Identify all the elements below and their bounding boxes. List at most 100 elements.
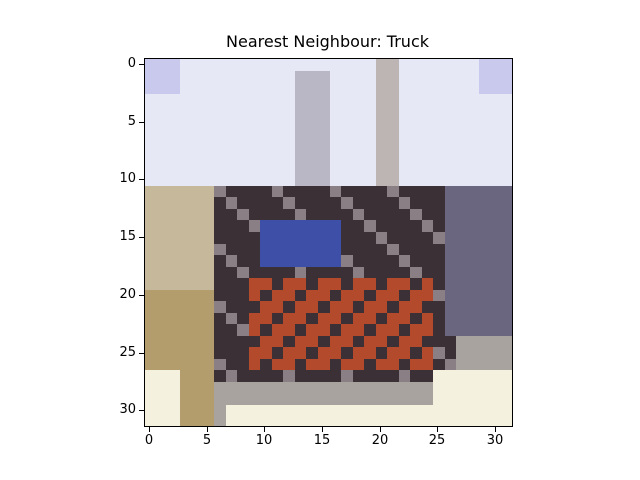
image-pixel (202, 162, 215, 175)
image-pixel (283, 70, 296, 83)
image-pixel (421, 59, 434, 72)
image-pixel (168, 208, 181, 222)
image-pixel (444, 105, 457, 118)
image-pixel (410, 197, 423, 210)
image-pixel (502, 301, 512, 314)
image-pixel (237, 82, 250, 95)
image-pixel (341, 243, 354, 256)
image-pixel (283, 358, 296, 371)
image-pixel (191, 116, 204, 129)
image-pixel (341, 128, 354, 141)
image-pixel (398, 174, 411, 187)
image-pixel (248, 370, 261, 383)
image-pixel (283, 289, 296, 302)
image-pixel (168, 255, 181, 268)
image-pixel (225, 208, 238, 222)
y-tick-label: 0 (127, 56, 136, 71)
image-pixel (283, 174, 296, 187)
image-pixel (364, 393, 377, 406)
image-pixel (490, 358, 504, 371)
image-pixel (179, 358, 192, 371)
image-pixel (294, 231, 308, 245)
y-tick-label: 25 (119, 345, 136, 360)
image-pixel (410, 335, 423, 348)
image-pixel (202, 289, 215, 302)
image-pixel (214, 128, 227, 141)
image-pixel (225, 381, 238, 394)
image-pixel (490, 139, 504, 152)
image-pixel (260, 324, 273, 337)
image-pixel (156, 220, 169, 233)
image-pixel (260, 312, 273, 325)
image-pixel (467, 185, 480, 198)
image-pixel (341, 82, 354, 95)
image-pixel (341, 404, 354, 418)
image-pixel (490, 266, 504, 279)
image-pixel (341, 174, 354, 187)
image-pixel (352, 266, 365, 279)
image-pixel (375, 358, 388, 371)
image-pixel (502, 185, 512, 198)
image-pixel (479, 278, 492, 291)
image-pixel (433, 278, 446, 291)
image-pixel (156, 185, 169, 198)
image-pixel (317, 289, 331, 302)
image-pixel (433, 93, 446, 106)
image-pixel (467, 208, 480, 222)
image-pixel (260, 208, 273, 222)
image-pixel (433, 231, 446, 245)
image-pixel (260, 278, 273, 291)
image-pixel (145, 243, 158, 256)
y-tick-mark (139, 179, 144, 180)
image-pixel (433, 312, 446, 325)
image-pixel (421, 116, 434, 129)
image-pixel (421, 93, 434, 106)
image-pixel (225, 116, 238, 129)
image-pixel (490, 278, 504, 291)
image-pixel (145, 105, 158, 118)
image-pixel (306, 370, 319, 383)
image-pixel (283, 404, 296, 418)
image-pixel (375, 231, 388, 245)
image-pixel (260, 82, 273, 95)
image-pixel (410, 185, 423, 198)
image-pixel (490, 301, 504, 314)
image-pixel (225, 324, 238, 337)
image-pixel (410, 381, 423, 394)
image-pixel (341, 59, 354, 72)
image-pixel (179, 174, 192, 187)
image-pixel (433, 139, 446, 152)
image-pixel (502, 243, 512, 256)
image-pixel (444, 347, 457, 360)
image-pixel (410, 231, 423, 245)
image-pixel (329, 208, 342, 222)
x-tick-mark (149, 427, 150, 432)
image-pixel (329, 93, 342, 106)
y-tick-label: 30 (119, 402, 136, 417)
image-pixel (260, 301, 273, 314)
image-pixel (317, 301, 331, 314)
image-pixel (294, 393, 308, 406)
image-pixel (387, 255, 400, 268)
image-pixel (168, 381, 181, 394)
image-pixel (456, 335, 469, 348)
image-pixel (387, 220, 400, 233)
image-pixel (479, 105, 492, 118)
image-pixel (352, 59, 365, 72)
y-tick-label: 5 (127, 114, 136, 129)
image-pixel (444, 116, 457, 129)
image-pixel (202, 208, 215, 222)
image-pixel (387, 128, 400, 141)
image-pixel (306, 220, 319, 233)
image-pixel (352, 185, 365, 198)
image-pixel (214, 93, 227, 106)
image-pixel (329, 278, 342, 291)
image-pixel (479, 301, 492, 314)
image-pixel (502, 105, 512, 118)
image-pixel (398, 289, 411, 302)
image-pixel (237, 93, 250, 106)
image-pixel (294, 381, 308, 394)
image-pixel (329, 185, 342, 198)
image-pixel (433, 255, 446, 268)
image-pixel (444, 289, 457, 302)
